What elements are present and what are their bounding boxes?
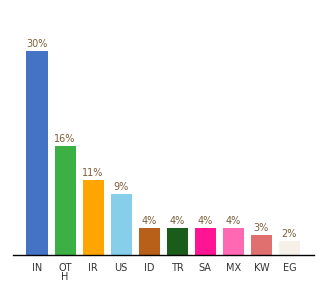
Bar <box>251 235 272 255</box>
Text: 4%: 4% <box>198 216 213 226</box>
Text: 11%: 11% <box>82 168 104 178</box>
Text: 4%: 4% <box>141 216 157 226</box>
Text: 4%: 4% <box>170 216 185 226</box>
Bar <box>83 180 104 255</box>
Text: 2%: 2% <box>282 230 297 239</box>
Bar <box>167 228 188 255</box>
Bar <box>27 51 47 255</box>
Text: 9%: 9% <box>114 182 129 192</box>
Bar <box>195 228 216 255</box>
Bar <box>139 228 160 255</box>
Text: 3%: 3% <box>254 223 269 232</box>
Text: 30%: 30% <box>26 39 48 49</box>
Bar <box>279 242 300 255</box>
Bar <box>223 228 244 255</box>
Text: 16%: 16% <box>54 134 76 144</box>
Text: 4%: 4% <box>226 216 241 226</box>
Bar <box>54 146 76 255</box>
Bar <box>111 194 132 255</box>
